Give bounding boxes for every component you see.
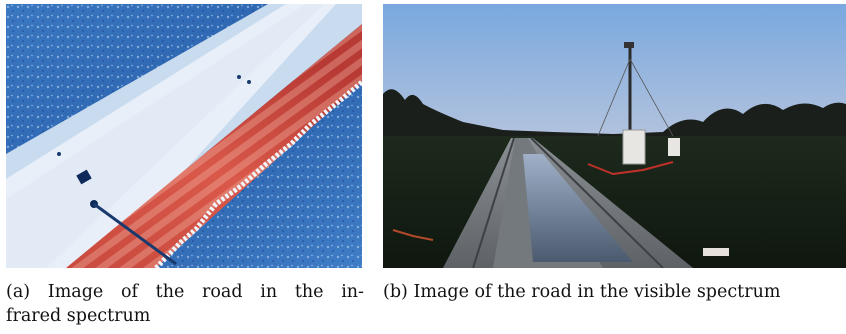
caption-a-word: the	[155, 282, 185, 302]
caption-a-word: road	[202, 282, 243, 302]
visible-image-graphic	[383, 4, 846, 268]
caption-a-word: the	[294, 282, 324, 302]
visible-road-image	[383, 4, 846, 268]
caption-a-tag: (a)	[6, 282, 31, 302]
caption-a-line-2: frared spectrum	[6, 306, 151, 326]
caption-a-word: of	[120, 282, 138, 302]
caption-panel-b: (b) Image of the road in the visible spe…	[383, 280, 846, 304]
caption-b-text: Image of the road in the visible spectru…	[413, 282, 781, 302]
caption-a-word: in-	[341, 282, 364, 302]
caption-a-word: Image	[47, 282, 104, 302]
infrared-image-graphic	[6, 4, 362, 268]
caption-a-word: in	[260, 282, 278, 302]
caption-a-line-1: (a) Image of the road in the in-	[6, 280, 364, 304]
infrared-road-image	[6, 4, 362, 268]
caption-panel-a: (a) Image of the road in the in- frared …	[6, 280, 364, 328]
caption-b-tag: (b)	[383, 282, 408, 302]
